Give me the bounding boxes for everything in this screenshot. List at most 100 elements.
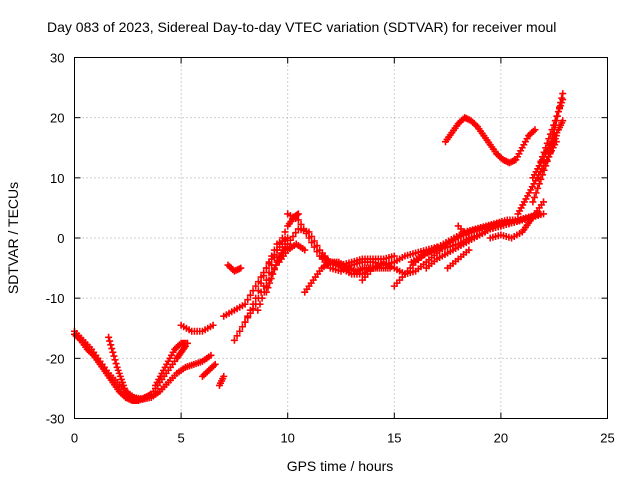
plot-frame [74,57,608,419]
data-point [540,210,548,218]
data-point [270,266,278,274]
data-point [246,291,254,299]
x-tick-label: 20 [494,431,508,446]
data-point [545,153,553,161]
data-point [246,309,254,317]
data-point [276,240,284,248]
y-tick-label: 30 [50,51,64,66]
data-point [537,157,545,165]
data-point [542,162,550,170]
data-point [284,240,292,248]
data-point [209,321,217,329]
series-arc-25 [486,198,548,242]
data-point [553,112,561,120]
data-point [305,234,313,242]
x-tick-label: 10 [280,431,294,446]
data-point [109,348,117,356]
data-point [107,341,115,349]
x-tick-label: 25 [600,431,614,446]
data-point [237,264,245,272]
data-point [302,229,310,237]
data-point [308,239,316,247]
data-point [220,372,228,380]
data-point [244,314,252,322]
data-point [530,193,538,201]
y-tick-label: -30 [46,412,65,427]
data-point [112,360,120,368]
data-point [183,339,191,347]
data-point [281,228,289,236]
series-arc-24 [454,219,505,242]
data-point [267,275,275,283]
axis-ticks: 0 5 10 15 20 25 -30 -20 -10 0 10 20 30 [46,51,615,446]
data-point [497,219,505,227]
series-arc-15 [275,240,309,266]
data-point [262,288,270,296]
data-point [552,132,560,140]
data-point [241,318,249,326]
series-arc-3 [105,333,142,404]
series-arc-16 [284,210,441,275]
data-point [111,356,119,364]
data-point [238,323,246,331]
data-point [297,220,305,228]
series-arc-8 [215,372,228,389]
data-point [256,300,264,308]
data-point [286,236,294,244]
data-points [71,90,567,404]
data-point [310,243,318,251]
data-point [252,282,260,290]
x-tick-label: 15 [387,431,401,446]
data-point [538,171,546,179]
data-point [390,252,398,260]
y-tick-label: 10 [50,171,64,186]
series-arc-26 [441,114,539,167]
series-arc-2 [71,327,215,403]
data-point [108,345,116,353]
data-point [106,337,114,345]
data-point [207,351,215,359]
series-arc-5 [152,339,191,389]
x-axis-label: GPS time / hours [287,458,394,474]
data-point [233,332,241,340]
data-point [241,300,249,308]
series-arc-31 [529,132,560,206]
data-point [292,229,300,237]
x-tick-label: 5 [177,431,184,446]
data-point [550,126,558,134]
series-arc-7 [198,360,219,380]
data-point [543,157,551,165]
data-point [532,189,540,197]
series-arc-9 [224,261,245,275]
data-point [540,148,548,156]
data-point [258,294,266,302]
data-point [294,216,302,224]
data-point [294,210,302,218]
y-tick-label: -20 [46,351,65,366]
data-point [105,333,113,341]
data-point [535,162,543,170]
data-point [264,284,272,292]
data-point [551,121,559,129]
data-point [300,225,308,233]
y-tick-label: -10 [46,291,65,306]
data-point [537,175,545,183]
y-axis-label: SDTVAR / TECUs [5,182,21,294]
data-point [549,130,557,138]
data-point [110,352,118,360]
data-point [289,232,297,240]
data-point [534,184,542,192]
data-point [529,198,537,206]
data-point [249,305,257,313]
y-tick-label: 0 [57,231,64,246]
data-point [278,234,286,242]
data-point [254,306,262,314]
data-point [273,246,281,254]
data-point [535,180,543,188]
data-point [540,198,548,206]
data-point [559,117,567,125]
data-point [313,248,321,256]
data-point [301,246,309,254]
grid-lines [74,57,608,419]
